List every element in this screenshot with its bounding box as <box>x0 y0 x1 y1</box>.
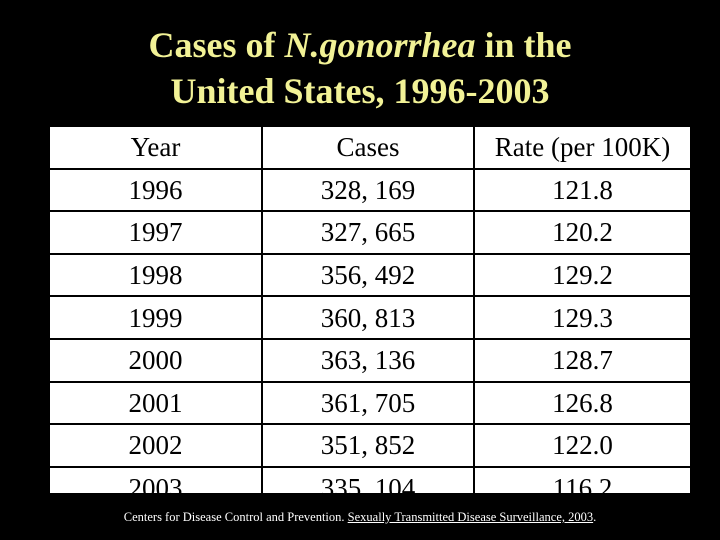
citation-publication: Sexually Transmitted Disease Surveillanc… <box>347 510 594 524</box>
cell-cases: 360, 813 <box>261 295 475 339</box>
data-table-container: Year Cases Rate (per 100K) 1996 328, 169… <box>50 127 690 509</box>
cell-rate: 128.7 <box>473 337 690 382</box>
title-organism: N.gonorrhea <box>284 25 476 65</box>
cell-year: 2001 <box>50 380 263 425</box>
title-line2: United States, 1996-2003 <box>170 71 550 111</box>
cell-year: 1998 <box>50 252 263 297</box>
cell-cases: 335, 104 <box>261 465 475 509</box>
cell-rate: 121.8 <box>473 167 690 212</box>
title-prefix: Cases of <box>148 25 285 65</box>
table-row: 2002 351, 852 122.0 <box>50 423 690 467</box>
table-row: 2000 363, 136 128.7 <box>50 337 690 382</box>
table-row: 2001 361, 705 126.8 <box>50 380 690 425</box>
cell-cases: 327, 665 <box>261 210 475 254</box>
citation-source: Centers for Disease Control and Preventi… <box>123 510 348 524</box>
header-cases: Cases <box>261 127 475 169</box>
source-citation: Centers for Disease Control and Preventi… <box>0 510 720 525</box>
cell-cases: 328, 169 <box>261 167 475 212</box>
cell-cases: 363, 136 <box>261 337 475 382</box>
table-row: 1997 327, 665 120.2 <box>50 210 690 254</box>
cell-year: 1997 <box>50 210 263 254</box>
cell-year: 1996 <box>50 167 263 212</box>
cell-year: 2002 <box>50 423 263 467</box>
cell-cases: 356, 492 <box>261 252 475 297</box>
cell-rate: 126.8 <box>473 380 690 425</box>
slide-title: Cases of N.gonorrhea in the United State… <box>0 22 720 114</box>
citation-end: . <box>593 510 597 524</box>
table-row: 1996 328, 169 121.8 <box>50 167 690 212</box>
cell-rate: 129.3 <box>473 295 690 339</box>
table-row: 2003 335, 104 116.2 <box>50 465 690 509</box>
gonorrhea-table: Year Cases Rate (per 100K) 1996 328, 169… <box>50 127 690 509</box>
title-suffix: in the <box>475 25 572 65</box>
cell-cases: 351, 852 <box>261 423 475 467</box>
cell-rate: 120.2 <box>473 210 690 254</box>
cell-year: 1999 <box>50 295 263 339</box>
cell-rate: 116.2 <box>473 465 690 509</box>
cell-year: 2003 <box>50 465 263 509</box>
cell-year: 2000 <box>50 337 263 382</box>
header-rate: Rate (per 100K) <box>473 127 690 169</box>
cell-rate: 129.2 <box>473 252 690 297</box>
table-row: 1999 360, 813 129.3 <box>50 295 690 339</box>
header-year: Year <box>50 127 263 169</box>
table-row: 1998 356, 492 129.2 <box>50 252 690 297</box>
cell-rate: 122.0 <box>473 423 690 467</box>
cell-cases: 361, 705 <box>261 380 475 425</box>
table-header-row: Year Cases Rate (per 100K) <box>50 127 690 169</box>
